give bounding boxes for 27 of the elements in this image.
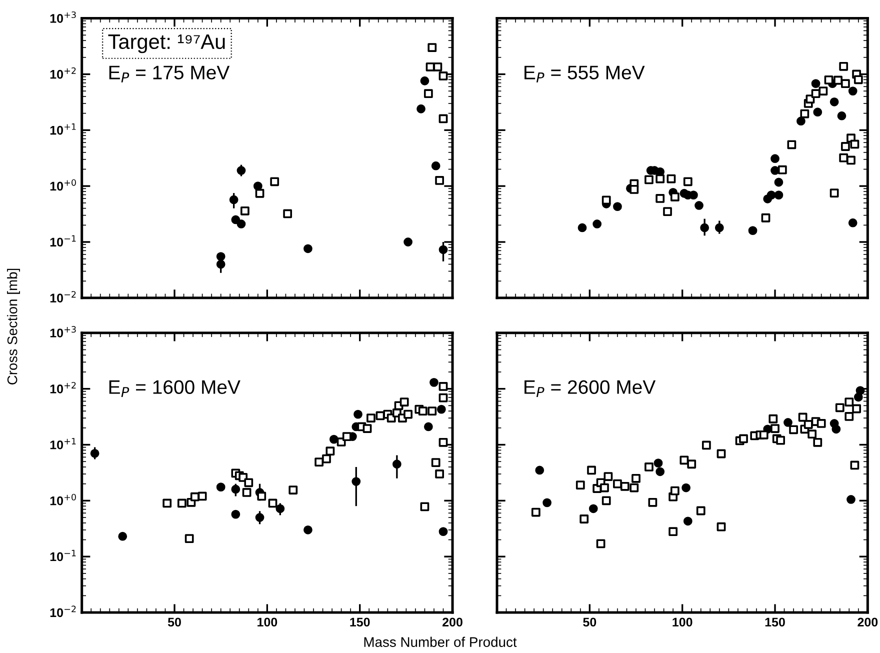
y-tick-label: 10$^{+0}$ [50, 179, 76, 191]
text: E$_{P}$ = 175 MeV [109, 66, 230, 82]
y-tick-label: 10$^{+1}$ [50, 438, 76, 450]
y-tick-label: 10$^{+3}$ [50, 11, 76, 23]
x-tick-label: 50 [583, 618, 596, 627]
y-tick-label: 10$^{−1}$ [50, 235, 76, 247]
y-tick-label: 10$^{+1}$ [50, 123, 76, 135]
text: E$_{P}$ = 2600 MeV [524, 380, 656, 397]
x-tick-label: 150 [350, 618, 370, 627]
y-tick-label: 10$^{+0}$ [50, 494, 76, 506]
y-tick-label: 10$^{−2}$ [50, 291, 76, 302]
text: E$_{P}$ = 1600 MeV [109, 380, 240, 397]
x-tick-label: 50 [168, 618, 181, 627]
x-tick-label: 200 [442, 618, 462, 627]
y-tick-label: 10$^{+2}$ [50, 382, 76, 394]
y-tick-label: 10$^{−1}$ [50, 550, 76, 562]
text: E$_{P}$ = 555 MeV [524, 66, 645, 82]
x-axis-title: Mass Number of Product [364, 636, 517, 647]
annotation: Target: ¹⁹⁷Au [108, 34, 225, 54]
x-tick-label: 200 [858, 618, 878, 627]
x-tick-label: 100 [672, 618, 692, 627]
y-tick-label: 10$^{+2}$ [50, 67, 76, 79]
y-tick-label: 10$^{+3}$ [50, 326, 76, 338]
x-tick-label: 100 [258, 618, 278, 627]
x-tick-label: 150 [765, 618, 785, 627]
y-tick-label: 10$^{−2}$ [50, 606, 76, 618]
y-axis-title: Cross Section [mb] [7, 268, 20, 384]
